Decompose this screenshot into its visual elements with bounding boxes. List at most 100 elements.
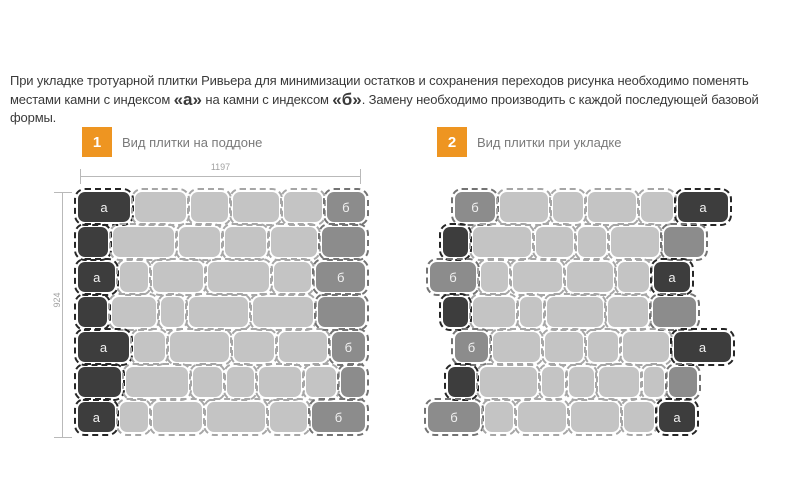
tile-row bbox=[73, 293, 369, 331]
tile-light bbox=[115, 398, 153, 436]
tile-light bbox=[532, 223, 577, 261]
tile-light bbox=[595, 363, 643, 401]
tile-light bbox=[549, 188, 587, 226]
tile-light bbox=[175, 223, 224, 261]
tile-light bbox=[274, 328, 331, 366]
tile-light bbox=[116, 258, 152, 296]
tile-б: б bbox=[424, 398, 484, 436]
tile-а: а bbox=[74, 188, 134, 226]
tile-light bbox=[584, 188, 640, 226]
tile-light bbox=[481, 398, 517, 436]
panel-header-pallet: 1 Вид плитки на поддоне bbox=[82, 127, 262, 157]
tile-light bbox=[248, 293, 318, 331]
tile-light bbox=[477, 258, 512, 296]
tile-mid bbox=[314, 293, 369, 331]
tile-light bbox=[541, 328, 587, 366]
tile-row bbox=[439, 293, 740, 331]
intro-paragraph: При укладке тротуарной плитки Ривьера дл… bbox=[10, 72, 796, 128]
tile-light bbox=[496, 188, 552, 226]
tile-б: б bbox=[327, 328, 370, 366]
tile-б: б bbox=[312, 258, 369, 296]
tile-light bbox=[269, 258, 316, 296]
panel-title: Вид плитки на поддоне bbox=[122, 134, 263, 150]
tile-light bbox=[149, 398, 207, 436]
tile-light bbox=[222, 363, 258, 401]
tile-light bbox=[469, 223, 535, 261]
tile-light bbox=[184, 293, 252, 331]
dimension-width-tick-left bbox=[80, 169, 81, 184]
tile-а: а bbox=[73, 258, 120, 296]
dimension-width-tick-right bbox=[360, 169, 361, 184]
tile-dark bbox=[73, 223, 113, 261]
tile-light bbox=[476, 363, 541, 401]
tile-light bbox=[302, 363, 341, 401]
tile-light bbox=[584, 328, 622, 366]
tile-light bbox=[229, 188, 283, 226]
tile-light bbox=[620, 398, 658, 436]
index-b-label: «б» bbox=[332, 89, 362, 109]
tile-light bbox=[565, 363, 598, 401]
tile-light bbox=[619, 328, 673, 366]
tile-dark bbox=[439, 293, 472, 331]
tile-dark bbox=[74, 363, 125, 401]
tile-dark bbox=[73, 293, 112, 331]
tile-light bbox=[509, 258, 566, 296]
tile-light bbox=[567, 398, 623, 436]
tile-mid bbox=[660, 223, 708, 261]
tile-light bbox=[266, 223, 322, 261]
tile-light bbox=[203, 398, 270, 436]
intro-text-2: на камни с индексом bbox=[201, 91, 333, 107]
tile-light bbox=[166, 328, 234, 366]
tile-а: а bbox=[670, 328, 735, 366]
dimension-height-tick-bottom bbox=[54, 437, 72, 438]
tile-light bbox=[614, 258, 653, 296]
dimension-height-tick-top bbox=[54, 192, 72, 193]
tile-light bbox=[279, 188, 326, 226]
dimension-height-line bbox=[62, 192, 63, 438]
tile-а: а bbox=[674, 188, 732, 226]
panel-header-laying: 2 Вид плитки при укладке bbox=[437, 127, 621, 157]
tile-light bbox=[637, 188, 677, 226]
tile-light bbox=[109, 223, 179, 261]
tile-row bbox=[439, 223, 740, 261]
tile-а: а bbox=[655, 398, 699, 436]
tile-а: а bbox=[74, 398, 119, 436]
tile-row bbox=[444, 363, 740, 401]
tile-mid bbox=[318, 223, 369, 261]
tile-mid bbox=[337, 363, 369, 401]
tile-б: б bbox=[322, 188, 370, 226]
tile-light bbox=[514, 398, 570, 436]
tile-light bbox=[538, 363, 568, 401]
tile-а: а bbox=[650, 258, 694, 296]
tile-light bbox=[640, 363, 668, 401]
tile-light bbox=[254, 363, 306, 401]
tile-light bbox=[221, 223, 270, 261]
tile-mid bbox=[649, 293, 700, 331]
tile-light bbox=[230, 328, 278, 366]
tile-light bbox=[130, 188, 190, 226]
tile-light bbox=[604, 293, 652, 331]
intro-text-3: . Замену необходимо производить с каждой… bbox=[10, 91, 759, 126]
tile-light bbox=[148, 258, 208, 296]
tile-mid bbox=[665, 363, 701, 401]
tile-light bbox=[574, 223, 610, 261]
tile-row bbox=[74, 363, 369, 401]
tile-light bbox=[188, 363, 226, 401]
tile-light bbox=[121, 363, 192, 401]
tile-light bbox=[563, 258, 617, 296]
tile-light bbox=[516, 293, 546, 331]
intro-text-1: При укладке тротуарной плитки Ривьера дл… bbox=[10, 73, 749, 107]
tile-light bbox=[607, 223, 663, 261]
tile-а: а bbox=[74, 328, 133, 366]
tile-light bbox=[129, 328, 170, 366]
tile-row bbox=[73, 223, 369, 261]
tile-light bbox=[266, 398, 311, 436]
dimension-width-label: 1197 bbox=[210, 162, 231, 172]
